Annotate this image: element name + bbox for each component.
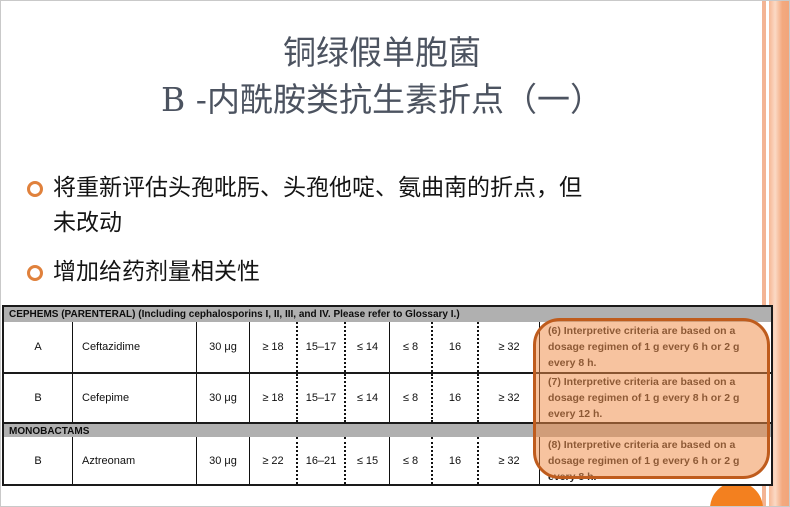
table-section-header-cephems: CEPHEMS (PARENTERAL) (Including cephalos…: [4, 307, 771, 322]
mic-resistant-cell: ≥ 32: [477, 322, 539, 372]
table-cell-tier: B: [34, 392, 42, 404]
drug-name-cell: Cefepime: [72, 374, 196, 422]
disk-content-cell: 30 μg: [196, 322, 249, 372]
mic-intermediate-cell: 16: [431, 374, 477, 422]
bullet-ring-icon: [27, 181, 43, 197]
disk-intermediate-cell: 15–17: [296, 322, 344, 372]
disk-intermediate-cell: 16–21: [296, 437, 344, 484]
table-section-header-monobactams: MONOBACTAMS: [4, 422, 771, 437]
disk-content-cell: 30 μg: [196, 374, 249, 422]
right-edge-stripe-thin-icon: [762, 1, 766, 506]
comment-cell: (8) Interpretive criteria are based on a…: [539, 437, 771, 484]
mic-resistant-cell: ≥ 32: [477, 437, 539, 484]
right-edge-stripe-band-icon: [769, 1, 789, 506]
disk-susceptible-cell: ≥ 22: [249, 437, 296, 484]
disk-susceptible-cell: ≥ 18: [249, 322, 296, 372]
disk-susceptible-cell: ≥ 18: [249, 374, 296, 422]
disk-content-cell: 30 μg: [196, 437, 249, 484]
mic-susceptible-cell: ≤ 8: [389, 322, 431, 372]
page-title: 铜绿假单胞菌 B -内酰胺类抗生素折点（一）: [1, 29, 763, 123]
mic-susceptible-cell: ≤ 8: [389, 437, 431, 484]
table-cell-tier: B: [34, 454, 42, 467]
disk-resistant-cell: ≤ 14: [344, 374, 389, 422]
bullet-item: 增加给药剂量相关性: [27, 255, 587, 290]
breakpoint-table: CEPHEMS (PARENTERAL) (Including cephalos…: [2, 305, 773, 486]
drug-name-cell: Ceftazidime: [72, 322, 196, 372]
table-row-cefepime: B Cefepime 30 μg ≥ 18 15–17 ≤ 14 ≤ 8 16 …: [4, 372, 771, 422]
comment-cell: (6) Interpretive criteria are based on a…: [539, 322, 771, 372]
drug-name-cell: Aztreonam: [72, 437, 196, 484]
mic-resistant-cell: ≥ 32: [477, 374, 539, 422]
mic-intermediate-cell: 16: [431, 322, 477, 372]
table-row-aztreonam: B Aztreonam 30 μg ≥ 22 16–21 ≤ 15 ≤ 8 16…: [4, 437, 771, 484]
bullet-text: 增加给药剂量相关性: [53, 259, 260, 285]
bullet-text: 将重新评估头孢吡肟、头孢他啶、氨曲南的折点，但未改动: [53, 175, 582, 236]
table-cell-tier: A: [34, 341, 42, 353]
mic-intermediate-cell: 16: [431, 437, 477, 484]
bullet-item: 将重新评估头孢吡肟、头孢他啶、氨曲南的折点，但未改动: [27, 171, 587, 241]
mic-susceptible-cell: ≤ 8: [389, 374, 431, 422]
disk-resistant-cell: ≤ 15: [344, 437, 389, 484]
bullet-ring-icon: [27, 265, 43, 281]
disk-intermediate-cell: 15–17: [296, 374, 344, 422]
comment-cell: (7) Interpretive criteria are based on a…: [539, 374, 771, 422]
disk-resistant-cell: ≤ 14: [344, 322, 389, 372]
bullet-list: 将重新评估头孢吡肟、头孢他啶、氨曲南的折点，但未改动 增加给药剂量相关性: [27, 171, 587, 304]
title-line-2: B -内酰胺类抗生素折点（一）: [161, 80, 603, 119]
title-line-1: 铜绿假单胞菌: [283, 33, 481, 72]
table-row-ceftazidime: A Ceftazidime 30 μg ≥ 18 15–17 ≤ 14 ≤ 8 …: [4, 322, 771, 372]
